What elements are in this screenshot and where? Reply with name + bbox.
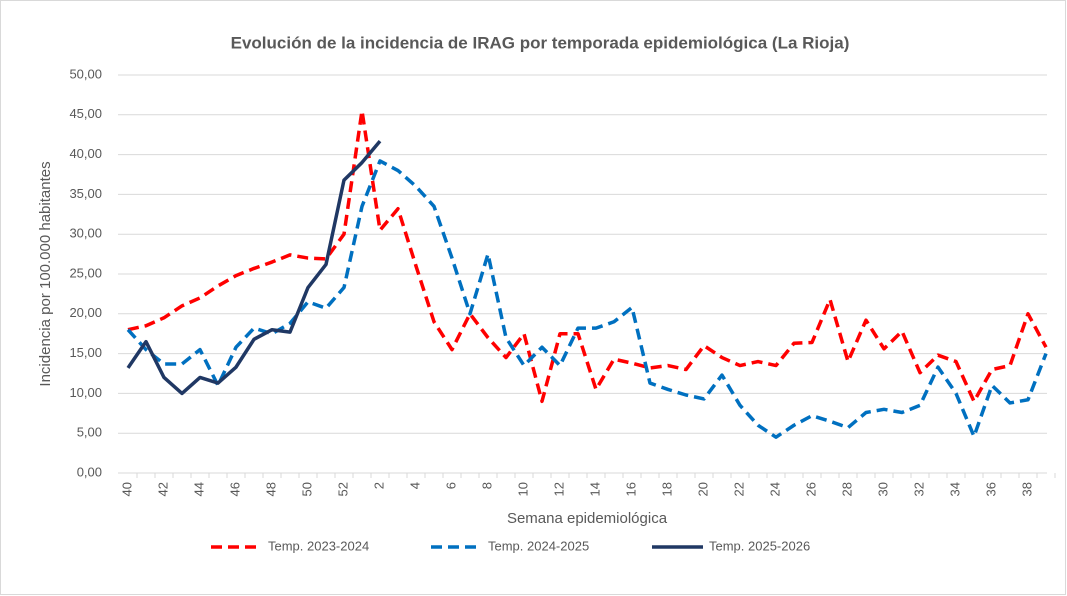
x-tick-label: 14: [587, 482, 602, 496]
x-axis-title: Semana epidemiológica: [507, 510, 668, 527]
x-tick-label: 50: [299, 482, 314, 496]
y-tick-label: 10,00: [69, 385, 102, 400]
y-tick-label: 30,00: [69, 226, 102, 241]
y-axis-title: Incidencia por 100.000 habitantes: [37, 161, 54, 386]
x-tick-label: 2: [371, 482, 386, 489]
y-tick-label: 25,00: [69, 265, 102, 280]
x-tick-label: 22: [731, 482, 746, 496]
x-tick-label: 40: [119, 482, 134, 496]
x-tick-label: 52: [335, 482, 350, 496]
y-tick-label: 20,00: [69, 305, 102, 320]
x-tick-label: 30: [875, 482, 890, 496]
y-tick-label: 45,00: [69, 106, 102, 121]
series-line: [127, 109, 1048, 404]
x-tick-label: 32: [911, 482, 926, 496]
x-tick-label: 12: [551, 482, 566, 496]
x-tick-label: 28: [839, 482, 854, 496]
legend-label: Temp. 2023-2024: [268, 538, 369, 553]
x-tick-label: 44: [191, 482, 206, 496]
x-tick-label: 4: [407, 482, 422, 489]
x-tick-label: 10: [515, 482, 530, 496]
x-tick-label: 38: [1019, 482, 1034, 496]
x-tick-label: 48: [263, 482, 278, 496]
legend-label: Temp. 2025-2026: [709, 538, 810, 553]
y-tick-label: 15,00: [69, 345, 102, 360]
legend-label: Temp. 2024-2025: [488, 538, 589, 553]
y-tick-label: 0,00: [77, 464, 102, 479]
x-tick-label: 24: [767, 482, 782, 496]
x-tick-label: 34: [947, 482, 962, 496]
x-tick-label: 42: [155, 482, 170, 496]
x-tick-label: 26: [803, 482, 818, 496]
y-tick-label: 35,00: [69, 186, 102, 201]
series-line: [126, 139, 382, 396]
x-tick-label: 36: [983, 482, 998, 496]
y-tick-label: 40,00: [69, 146, 102, 161]
y-tick-label: 50,00: [69, 66, 102, 81]
x-tick-label: 20: [695, 482, 710, 496]
x-tick-label: 18: [659, 482, 674, 496]
x-tick-label: 6: [443, 482, 458, 489]
chart-title: Evolución de la incidencia de IRAG por t…: [231, 33, 850, 52]
x-tick-label: 16: [623, 482, 638, 496]
y-tick-label: 5,00: [77, 425, 102, 440]
series-line: [126, 159, 1048, 439]
x-tick-label: 8: [479, 482, 494, 489]
x-tick-label: 46: [227, 482, 242, 496]
